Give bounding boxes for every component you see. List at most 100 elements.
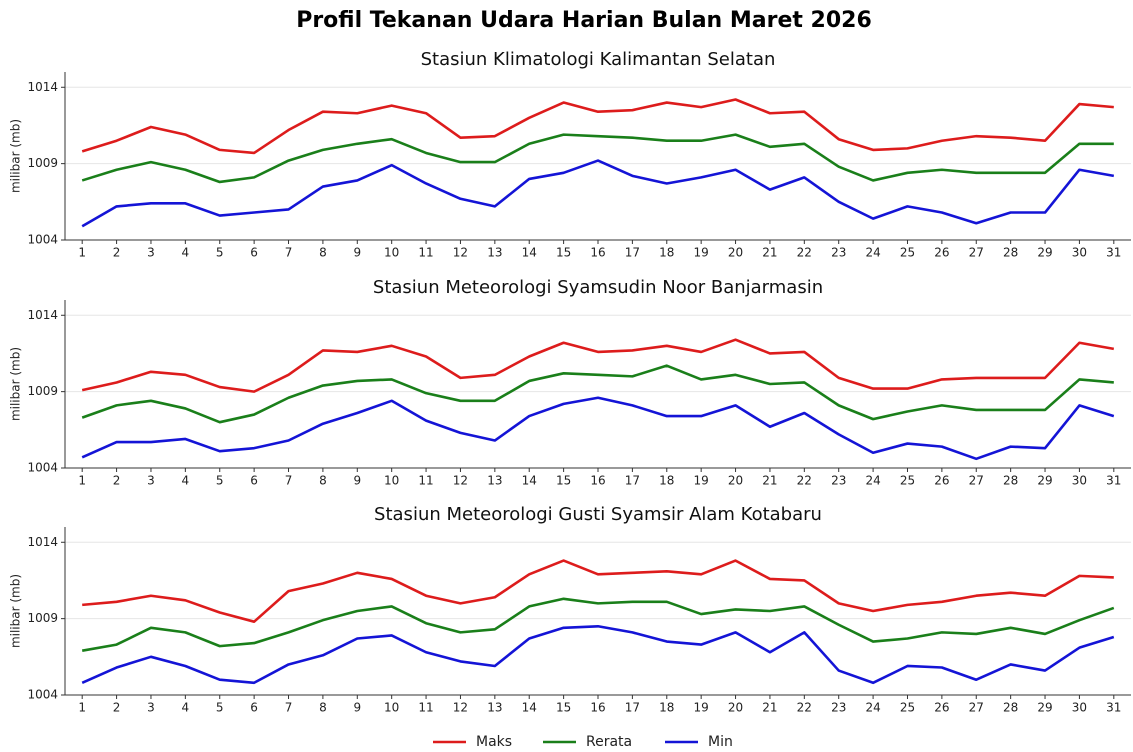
x-tick-label: 31: [1106, 474, 1121, 488]
y-tick-label: 1004: [27, 688, 58, 702]
x-tick-label: 3: [147, 474, 155, 488]
x-tick-label: 25: [900, 246, 915, 260]
x-tick-label: 3: [147, 701, 155, 715]
x-tick-label: 31: [1106, 701, 1121, 715]
y-tick-label: 1014: [27, 80, 58, 94]
series-line: [81, 396, 1115, 461]
x-tick-label: 5: [216, 701, 224, 715]
x-tick-label: 19: [694, 246, 709, 260]
x-tick-label: 20: [728, 701, 743, 715]
x-tick-label: 11: [418, 246, 433, 260]
y-axis-label: milibar (mb): [9, 347, 23, 421]
x-tick-label: 19: [694, 474, 709, 488]
subplot-title: Stasiun Meteorologi Syamsudin Noor Banja…: [373, 277, 823, 298]
x-tick-label: 31: [1106, 246, 1121, 260]
x-tick-label: 9: [353, 701, 361, 715]
series-line: [81, 364, 1114, 424]
x-tick-label: 5: [216, 246, 224, 260]
legend-label: Maks: [476, 734, 512, 750]
x-tick-label: 19: [694, 701, 709, 715]
x-tick-label: 3: [147, 246, 155, 260]
y-tick-label: 1009: [27, 384, 58, 398]
x-tick-label: 15: [556, 701, 571, 715]
x-tick-label: 2: [113, 246, 121, 260]
x-tick-label: 13: [487, 474, 502, 488]
x-tick-label: 8: [319, 246, 327, 260]
x-tick-label: 29: [1037, 701, 1052, 715]
x-tick-label: 17: [625, 246, 640, 260]
series-line: [81, 338, 1115, 393]
x-tick-label: 23: [831, 246, 846, 260]
x-tick-label: 18: [659, 701, 674, 715]
x-tick-label: 10: [384, 701, 399, 715]
x-tick-label: 13: [487, 701, 502, 715]
x-tick-label: 15: [556, 246, 571, 260]
x-tick-label: 20: [728, 474, 743, 488]
x-tick-label: 27: [969, 474, 984, 488]
x-tick-label: 1: [78, 246, 86, 260]
x-tick-label: 8: [319, 701, 327, 715]
x-tick-label: 21: [762, 474, 777, 488]
y-tick-label: 1014: [27, 308, 58, 322]
figure-title: Profil Tekanan Udara Harian Bulan Maret …: [296, 8, 872, 33]
x-tick-label: 21: [762, 246, 777, 260]
x-tick-label: 14: [522, 246, 537, 260]
x-tick-label: 28: [1003, 701, 1018, 715]
x-tick-label: 10: [384, 246, 399, 260]
x-tick-label: 26: [934, 474, 949, 488]
x-tick-label: 4: [182, 474, 190, 488]
x-tick-label: 9: [353, 246, 361, 260]
x-tick-label: 23: [831, 701, 846, 715]
x-tick-label: 26: [934, 701, 949, 715]
series-line: [81, 133, 1114, 184]
series-line: [82, 559, 1114, 623]
x-tick-label: 17: [625, 474, 640, 488]
x-tick-label: 16: [590, 246, 605, 260]
y-axis-label: milibar (mb): [9, 574, 23, 648]
x-tick-label: 11: [418, 701, 433, 715]
x-tick-label: 9: [353, 474, 361, 488]
x-tick-label: 20: [728, 246, 743, 260]
x-tick-label: 11: [418, 474, 433, 488]
y-tick-label: 1004: [27, 233, 58, 247]
x-tick-label: 21: [762, 701, 777, 715]
x-tick-label: 15: [556, 474, 571, 488]
x-tick-label: 22: [797, 701, 812, 715]
x-tick-label: 12: [453, 474, 468, 488]
x-tick-label: 10: [384, 474, 399, 488]
x-tick-label: 29: [1037, 246, 1052, 260]
x-tick-label: 12: [453, 246, 468, 260]
y-tick-label: 1009: [27, 611, 58, 625]
x-tick-label: 30: [1072, 246, 1087, 260]
x-tick-label: 29: [1037, 474, 1052, 488]
x-tick-label: 4: [182, 701, 190, 715]
subplot-title: Stasiun Meteorologi Gusti Syamsir Alam K…: [374, 504, 822, 525]
x-tick-label: 25: [900, 474, 915, 488]
legend-label: Min: [708, 734, 733, 750]
y-tick-label: 1004: [27, 461, 58, 475]
x-tick-label: 17: [625, 701, 640, 715]
series-line: [81, 597, 1115, 652]
x-tick-label: 6: [250, 701, 258, 715]
subplot-title: Stasiun Klimatologi Kalimantan Selatan: [421, 49, 776, 70]
x-tick-label: 13: [487, 246, 502, 260]
x-tick-label: 2: [113, 701, 121, 715]
x-tick-label: 18: [659, 246, 674, 260]
x-tick-label: 24: [865, 474, 880, 488]
x-tick-label: 7: [285, 246, 293, 260]
x-tick-label: 16: [590, 701, 605, 715]
x-tick-label: 5: [216, 474, 224, 488]
x-tick-label: 7: [285, 474, 293, 488]
x-tick-label: 6: [250, 474, 258, 488]
series-line: [81, 98, 1114, 155]
x-tick-label: 4: [182, 246, 190, 260]
x-tick-label: 8: [319, 474, 327, 488]
x-tick-label: 16: [590, 474, 605, 488]
series-line: [81, 159, 1115, 228]
x-tick-label: 18: [659, 474, 674, 488]
x-tick-label: 23: [831, 474, 846, 488]
y-axis-label: milibar (mb): [9, 119, 23, 193]
y-tick-label: 1009: [27, 156, 58, 170]
x-tick-label: 14: [522, 701, 537, 715]
